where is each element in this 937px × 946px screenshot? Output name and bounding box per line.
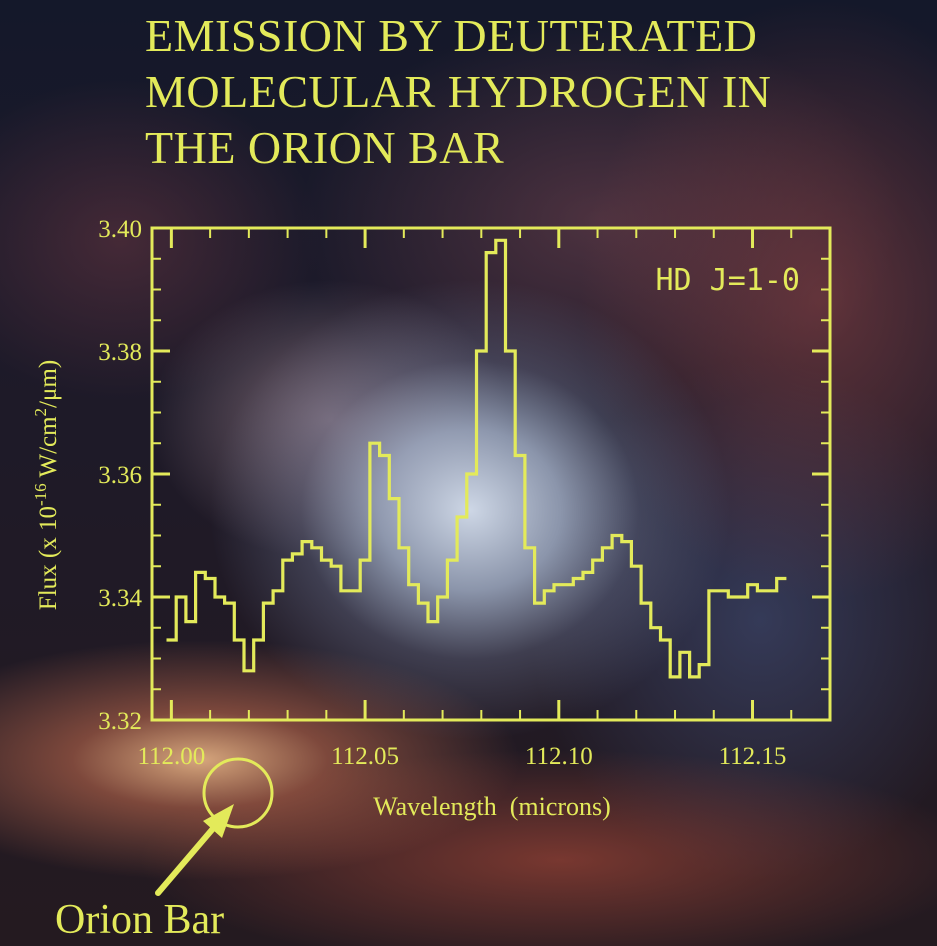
y-axis-label-main: Flux (x 10 [35, 506, 62, 610]
flux-series-line [166, 238, 787, 679]
y-tick-label: 3.32 [98, 708, 142, 735]
y-tick-label: 3.34 [98, 585, 142, 612]
y-tick-label: 3.40 [98, 216, 142, 243]
title-line-1: EMISSION BY DEUTERATED [145, 10, 758, 61]
orion-bar-arrowhead [203, 804, 234, 838]
figure-title: EMISSION BY DEUTERATED MOLECULAR HYDROGE… [145, 8, 905, 176]
y-axis-label-units-exponent: 2 [31, 408, 50, 417]
y-axis-label-units-tail: /μm) [35, 360, 62, 408]
y-tick-label: 3.38 [98, 339, 142, 366]
y-axis-label-exponent: -16 [31, 483, 50, 506]
x-tick-label: 112.10 [525, 743, 593, 770]
ticks [152, 226, 831, 722]
x-tick-label: 112.00 [137, 743, 205, 770]
x-axis-label: Wavelength (microns) [373, 792, 611, 821]
y-axis-label-units: W/cm [35, 416, 62, 483]
x-tick-label: 112.15 [719, 743, 787, 770]
legend-label: HD J=1-0 [656, 263, 801, 298]
orion-bar-label: Orion Bar [55, 897, 225, 943]
x-tick-label: 112.05 [331, 743, 399, 770]
title-line-2: MOLECULAR HYDROGEN IN [145, 66, 772, 117]
orion-bar-circle [202, 757, 274, 829]
y-tick-label: 3.36 [98, 462, 142, 489]
y-axis-label: Flux (x 10-16 W/cm2/μm) [31, 360, 62, 610]
title-line-3: THE ORION BAR [145, 122, 505, 173]
orion-bar-arrow-shaft [155, 815, 225, 896]
tick-labels: 3.32 3.34 3.36 3.38 3.40 112.00 112.05 112.10 11… [98, 216, 786, 770]
